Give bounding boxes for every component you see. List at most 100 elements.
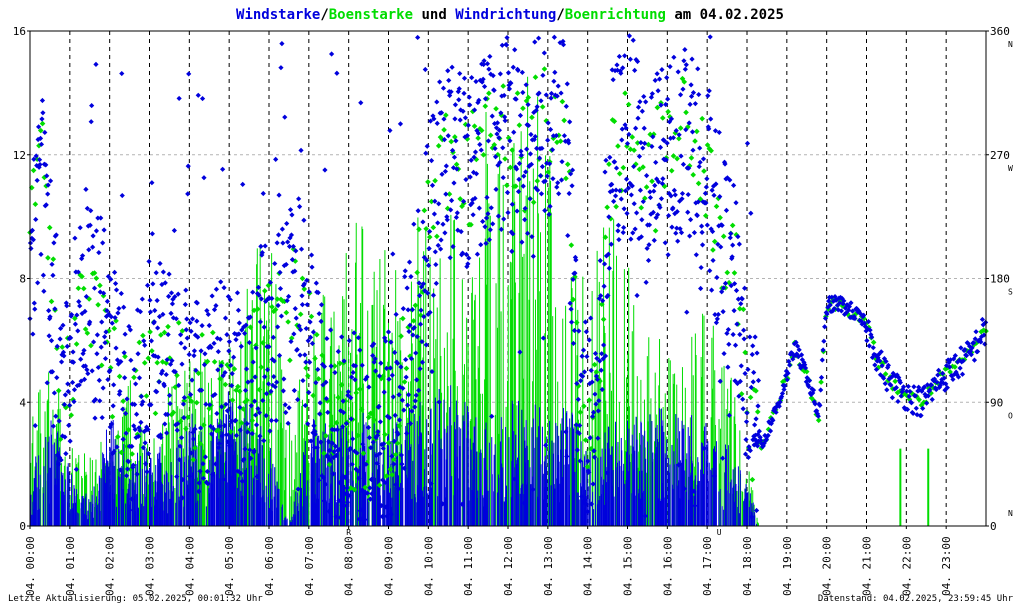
wind-direction-point: [321, 498, 327, 504]
wind-direction-point: [614, 62, 620, 68]
gust-direction-point: [731, 270, 738, 276]
wind-direction-point: [164, 430, 170, 436]
wind-direction-point: [105, 376, 111, 383]
wind-direction-point: [337, 514, 343, 521]
wind-direction-point: [628, 236, 634, 242]
wind-direction-point: [712, 311, 718, 318]
wind-direction-point: [674, 225, 680, 231]
title-sep-2: /: [556, 7, 564, 23]
wind-direction-point: [690, 90, 697, 96]
gust-direction-point: [258, 364, 265, 370]
gust-direction-point: [702, 212, 709, 219]
wind-direction-point: [431, 116, 437, 122]
wind-direction-point: [366, 435, 372, 441]
wind-direction-point: [897, 379, 903, 386]
wind-direction-point: [241, 456, 247, 462]
wind-direction-point: [253, 345, 259, 351]
wind-direction-point: [272, 384, 278, 390]
wind-direction-point: [590, 409, 597, 415]
wind-direction-point: [251, 448, 257, 454]
wind-direction-point: [446, 77, 452, 84]
wind-direction-point: [792, 352, 798, 359]
wind-direction-point: [617, 68, 623, 74]
wind-direction-point: [381, 389, 387, 395]
wind-direction-point: [109, 320, 115, 326]
wind-direction-point: [283, 261, 289, 268]
wind-direction-point: [523, 169, 529, 175]
wind-direction-point: [277, 285, 284, 292]
wind-direction-point: [573, 422, 579, 428]
gust-direction-point: [308, 313, 315, 320]
wind-direction-point: [128, 357, 134, 363]
gust-direction-point: [254, 306, 261, 312]
wind-direction-point: [444, 217, 450, 223]
wind-direction-point: [606, 214, 612, 220]
wind-direction-point: [348, 416, 354, 422]
wind-direction-point: [293, 315, 299, 321]
wind-direction-point: [608, 241, 614, 247]
wind-direction-point: [222, 369, 228, 376]
wind-direction-point: [459, 250, 466, 256]
wind-direction-point: [411, 324, 417, 331]
gust-direction-point: [59, 344, 66, 350]
wind-direction-point: [730, 331, 736, 338]
wind-direction-point: [920, 405, 926, 411]
wind-direction-point: [541, 50, 547, 56]
wind-direction-point: [941, 375, 947, 381]
wind-direction-point: [622, 188, 629, 194]
wind-direction-point: [35, 136, 41, 143]
wind-direction-point: [921, 384, 927, 390]
wind-direction-point: [980, 322, 986, 328]
wind-direction-point: [166, 293, 172, 299]
wind-direction-point: [610, 77, 616, 83]
wind-direction-point: [472, 149, 479, 155]
wind-direction-point: [114, 357, 121, 363]
wind-direction-point: [846, 303, 852, 310]
wind-direction-point: [398, 364, 404, 370]
wind-direction-point: [680, 86, 686, 92]
wind-direction-point: [634, 292, 640, 299]
wind-direction-point: [911, 384, 917, 390]
wind-direction-point: [300, 377, 306, 384]
wind-direction-point: [451, 180, 457, 186]
wind-direction-point: [473, 171, 480, 177]
wind-direction-point: [453, 138, 459, 144]
wind-direction-point: [340, 424, 346, 430]
wind-direction-point: [130, 462, 136, 468]
wind-direction-point: [677, 198, 683, 204]
wind-direction-point: [489, 113, 495, 119]
wind-direction-point: [576, 430, 582, 437]
wind-direction-point: [284, 298, 290, 304]
gust-direction-point: [292, 258, 299, 264]
gust-direction-point: [575, 383, 582, 389]
wind-direction-point: [43, 202, 49, 208]
wind-direction-point: [218, 279, 224, 285]
wind-direction-point: [516, 176, 522, 182]
wind-direction-point: [110, 450, 116, 457]
wind-direction-point: [726, 412, 732, 418]
wind-direction-point: [973, 329, 979, 335]
wind-direction-point: [554, 184, 560, 190]
footer-last-update: Letzte Aktualisierung: 05.02.2025, 00:01…: [8, 594, 263, 604]
gust-direction-point: [573, 319, 580, 326]
wind-direction-point: [675, 69, 681, 75]
wind-direction-point: [188, 392, 194, 398]
wind-direction-point: [725, 326, 731, 333]
x-tick-label: 04. 14:00: [582, 536, 595, 596]
wind-direction-point: [569, 183, 575, 189]
gust-direction-point: [206, 405, 213, 412]
wind-direction-point: [401, 407, 407, 413]
wind-direction-point: [463, 176, 469, 183]
gust-direction-point: [699, 115, 705, 122]
wind-direction-point: [231, 485, 237, 491]
wind-direction-point: [750, 379, 756, 385]
wind-direction-point: [705, 93, 711, 99]
wind-direction-point: [76, 299, 82, 305]
wind-direction-point: [249, 431, 255, 437]
gust-direction-point: [545, 169, 551, 175]
wind-direction-point: [176, 95, 182, 102]
wind-direction-point: [646, 222, 653, 228]
wind-direction-point: [692, 503, 698, 509]
wind-direction-point: [609, 181, 615, 187]
wind-direction-point: [515, 188, 522, 195]
